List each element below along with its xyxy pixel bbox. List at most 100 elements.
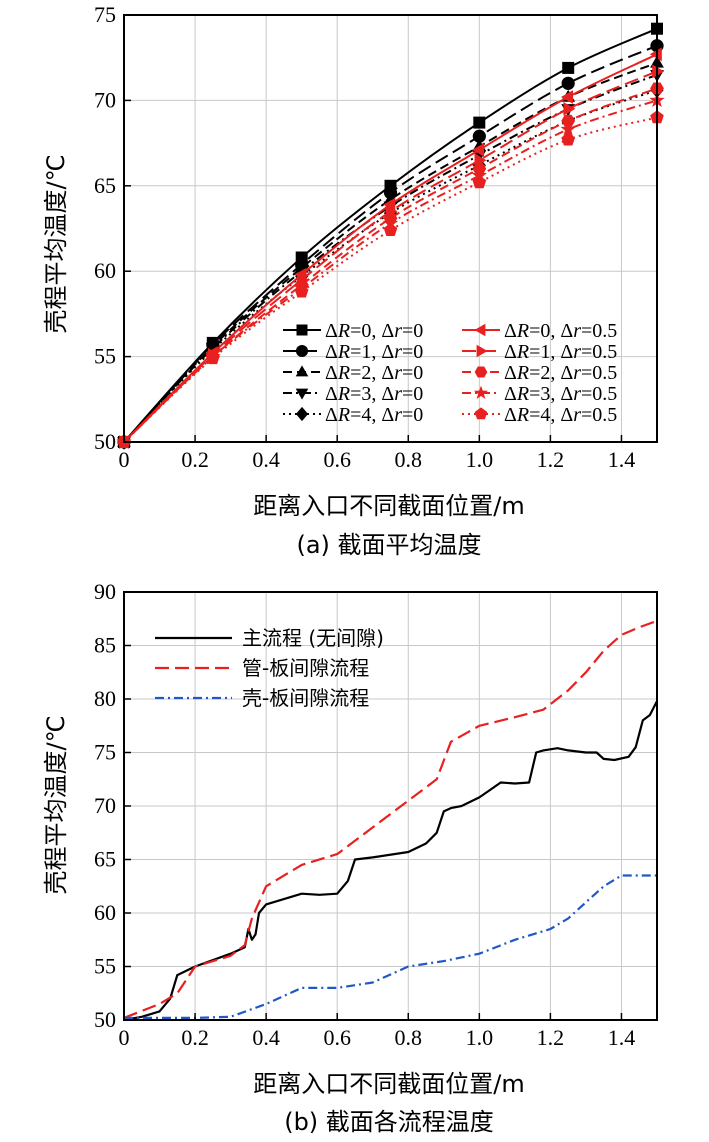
legend-label-part: r [573,320,581,342]
legend-entry: ΔR=3, Δr=0.5 [462,383,617,405]
legend-label-part: Δ [325,320,338,342]
y-tick-label: 55 [94,344,116,369]
data-point [649,47,662,62]
panel-b-caption: (b) 截面各流程温度 [284,1108,494,1136]
panel-b-y-axis-label: 壳程平均温度/℃ [42,715,70,894]
legend-entry: 壳-板间隙流程 [155,686,369,710]
legend-label: ΔR=4, Δr=0 [325,404,423,426]
legend-label-part: R [516,383,529,405]
legend-label-part: Δ [325,341,338,363]
y-tick-label: 55 [94,954,116,979]
y-tick-label: 60 [94,900,116,925]
y-tick-label: 50 [94,429,116,454]
legend-marker [474,366,488,378]
data-point [383,223,398,236]
x-tick-label: 1.0 [466,447,494,472]
legend-marker [295,388,309,400]
panel-b-x-axis-label: 距离入口不同截面位置/m [253,1070,524,1098]
legend-label: ΔR=3, Δr=0.5 [504,383,617,405]
series-3 [124,874,657,1019]
legend-label-part: =3, Δ [529,383,573,405]
legend-label-part: =0, Δ [529,320,573,342]
data-point [382,215,399,230]
legend-entry: ΔR=2, Δr=0.5 [462,362,617,384]
y-tick-label: 65 [94,847,116,872]
legend-label-part: r [573,362,581,384]
data-point [560,121,576,136]
legend-entry: ΔR=0, Δr=0.5 [462,320,617,342]
legend-label-part: =0 [402,404,423,426]
x-tick-label: 1.2 [537,447,565,472]
x-tick-label: 0.8 [395,447,423,472]
panel-a-legend: ΔR=0, Δr=0ΔR=1, Δr=0ΔR=2, Δr=0ΔR=3, Δr=0… [283,320,617,426]
legend-marker [473,385,489,399]
data-point [561,132,575,146]
x-tick-label: 0 [119,447,130,472]
legend-label-part: R [337,341,350,363]
legend-label-part: =0.5 [581,383,617,405]
legend-label: ΔR=3, Δr=0 [325,383,423,405]
panel-a-ticks: 0 0.2 0.4 0.6 0.8 1.0 1.2 1.4 50 55 60 65 70 75 [94,2,635,472]
legend-label-part: =2, Δ [350,362,394,384]
data-point [383,197,396,212]
x-tick-label: 0.4 [252,1025,280,1050]
legend-entry: ΔR=4, Δr=0.5 [462,404,617,426]
legend-label: ΔR=1, Δr=0.5 [504,341,617,363]
y-tick-label: 75 [94,740,116,765]
legend-label-part: R [337,404,350,426]
data-point [294,284,309,298]
legend-entry: ΔR=2, Δr=0 [283,362,423,384]
legend-entry: ΔR=0, Δr=0 [283,320,423,342]
legend-label-part: =4, Δ [529,404,573,426]
x-tick-label: 0.2 [181,447,209,472]
legend-entry: ΔR=1, Δr=0.5 [462,341,617,363]
data-point [561,76,575,90]
legend-label-part: =1, Δ [529,341,573,363]
legend-label-part: =0 [402,341,423,363]
legend-label-part: =0.5 [581,320,617,342]
panel-b: 0 0.2 0.4 0.6 0.8 1.0 1.2 1.4 50 55 60 65 70 75 80 85 90… [42,579,658,1136]
legend-label-part: Δ [325,383,338,405]
legend-label-part: R [337,383,350,405]
legend-label-part: R [516,362,529,384]
data-point [652,64,665,79]
legend-label: ΔR=1, Δr=0 [325,341,423,363]
legend-entry: 主流程 (无间隙) [155,626,384,650]
panel-a-y-axis-label: 壳程平均温度/℃ [42,154,70,333]
x-tick-label: 1.4 [608,1025,636,1050]
legend-label-part: =1, Δ [350,341,394,363]
legend-label-part: Δ [325,362,338,384]
legend-label-part: Δ [325,404,338,426]
series-2 [123,619,658,1019]
legend-label: 管-板间隙流程 [242,656,369,680]
legend-label-part: R [337,320,350,342]
legend-label-part: R [516,341,529,363]
legend-label-part: Δ [504,404,517,426]
x-tick-label: 0.4 [252,447,280,472]
panel-a-grid [124,15,657,442]
legend-label-part: R [337,362,350,384]
y-tick-label: 65 [94,173,116,198]
y-tick-label: 70 [94,793,116,818]
legend-label: ΔR=0, Δr=0 [325,320,423,342]
panel-a-series [116,22,665,450]
legend-marker [295,365,309,377]
legend-marker [296,324,308,336]
legend-label-part: r [573,383,581,405]
legend-label: ΔR=0, Δr=0.5 [504,320,617,342]
legend-marker [295,406,309,422]
legend-label-part: R [516,320,529,342]
data-point [206,351,220,365]
legend-label-part: =0 [402,383,423,405]
legend-label-part: Δ [504,320,517,342]
x-tick-label: 1.0 [466,1025,494,1050]
data-point [472,129,486,143]
data-point [473,116,486,129]
legend-label-part: r [394,383,402,405]
panel-a-x-axis-label: 距离入口不同截面位置/m [253,492,524,520]
y-tick-label: 85 [94,633,116,658]
data-point [471,167,487,183]
y-tick-label: 90 [94,579,116,604]
